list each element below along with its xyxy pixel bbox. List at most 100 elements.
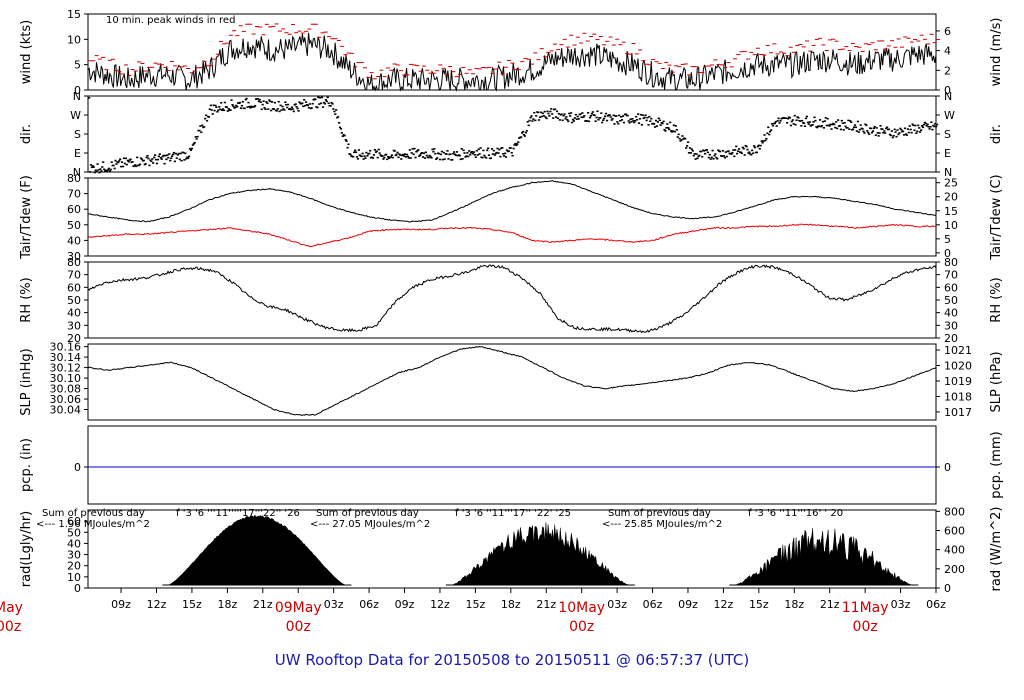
dir-point (389, 156, 392, 158)
dir-point (554, 116, 558, 118)
dir-point (356, 158, 359, 160)
dir-point (871, 130, 875, 132)
dir-point (701, 155, 704, 158)
dir-point (321, 106, 325, 108)
dir-point (155, 158, 158, 161)
dir-point (509, 147, 512, 149)
dir-point (95, 170, 98, 172)
dir-point (121, 161, 124, 163)
dir-point (418, 155, 421, 157)
dir-point (421, 156, 425, 158)
dir-point (272, 108, 276, 110)
dir-point (505, 149, 509, 151)
dir-point (193, 141, 196, 144)
wind-ytick-right-label: 0 (944, 84, 951, 97)
x-tick-label: 06z (926, 598, 946, 611)
dir-point (439, 153, 442, 156)
dir-point (114, 159, 117, 162)
dir-point (387, 156, 390, 158)
dir-point (556, 117, 559, 119)
dir-point (778, 122, 781, 124)
dir-point (520, 136, 523, 138)
dir-point (296, 107, 299, 110)
dir-point (687, 152, 691, 154)
dir-point (541, 112, 544, 115)
dir-point (502, 153, 505, 155)
dir-point (812, 121, 815, 123)
slp-series (87, 345, 937, 416)
temp-ytick-label: 60 (67, 203, 81, 216)
dir-point (210, 109, 213, 111)
dir-point (841, 122, 844, 124)
rad-day-area (168, 514, 346, 586)
dir-point (327, 102, 330, 105)
dir-point (799, 120, 802, 122)
dir-point (441, 158, 444, 161)
dir-point (158, 153, 161, 155)
dir-point (721, 150, 725, 152)
dir-point (654, 119, 658, 122)
wind-ytick-label: 0 (74, 84, 81, 97)
dir-point (687, 141, 690, 143)
dir-point (395, 153, 398, 156)
dir-point (157, 155, 160, 158)
dir-point (920, 125, 924, 127)
dir-point (124, 157, 127, 160)
dir-point (517, 141, 520, 143)
dir-point (176, 154, 179, 156)
dir-point (173, 160, 176, 163)
dir-point (770, 123, 774, 125)
dir-point (877, 135, 880, 137)
dir-point (201, 124, 204, 127)
dir-point (432, 150, 435, 153)
dir-point (155, 162, 159, 165)
dir-point (591, 111, 594, 113)
dir-point (244, 98, 247, 101)
dir-point (707, 156, 710, 159)
rad-panel-frame (87, 509, 937, 589)
dir-point (672, 124, 675, 127)
dir-point (925, 125, 928, 127)
wind-ytick-label: 15 (67, 8, 81, 21)
dir-point (770, 129, 773, 131)
dir-point (99, 168, 102, 170)
dir-point (377, 148, 380, 151)
rh-ytick-right-label: 30 (944, 319, 958, 332)
dir-point (713, 154, 716, 157)
dir-point (846, 127, 849, 129)
dir-point (727, 150, 730, 152)
dir-point (907, 131, 910, 134)
dir-point (269, 100, 272, 103)
dir-point (218, 106, 221, 108)
dir-point (165, 158, 168, 161)
dir-point (422, 152, 426, 155)
dir-point (477, 148, 480, 151)
dir-point (375, 150, 378, 153)
dir-point (537, 119, 541, 121)
dir-point (401, 154, 404, 157)
dir-point (138, 163, 142, 166)
dir-point (731, 151, 734, 154)
dir-point (599, 117, 602, 119)
dir-point (640, 124, 643, 126)
dir-point (903, 127, 907, 130)
dir-point (239, 107, 243, 109)
dir-point (362, 158, 365, 160)
dir-point (494, 152, 497, 155)
dir-point (440, 150, 443, 153)
rh-ytick-label: 80 (67, 256, 81, 269)
dir-point (221, 108, 225, 110)
rh-ytick-label: 20 (67, 332, 81, 345)
dir-point (645, 119, 648, 122)
rad-sum-value: <--- 25.85 MJoules/m^2 (602, 519, 722, 530)
dir-point (188, 155, 191, 158)
wind-ytick-right-label: 2 (944, 64, 951, 77)
dir-point (655, 125, 658, 127)
dir-point (175, 157, 178, 159)
dir-point (849, 120, 852, 122)
dir-point (297, 110, 300, 112)
dir-point (280, 109, 283, 111)
dir-point (833, 123, 836, 126)
dir-point (854, 126, 858, 129)
dir-point (801, 119, 804, 122)
